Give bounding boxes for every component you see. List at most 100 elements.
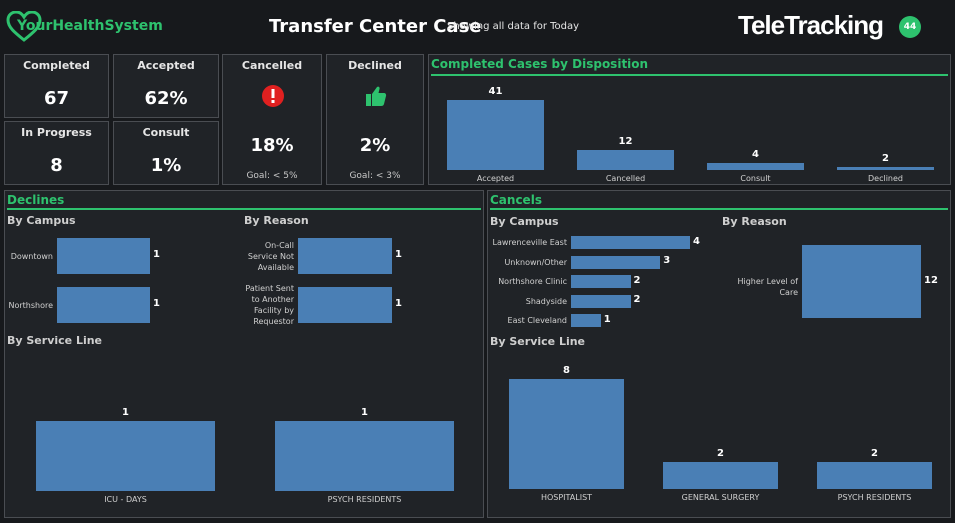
data-label: 2 bbox=[633, 294, 641, 306]
data-label: 1 bbox=[153, 249, 160, 260]
chart-bar[interactable] bbox=[275, 421, 454, 491]
data-label: 1 bbox=[122, 407, 129, 418]
data-label: 1 bbox=[395, 249, 402, 260]
chart-bar[interactable] bbox=[571, 236, 690, 249]
disposition-divider bbox=[431, 74, 948, 76]
kpi-label: Completed bbox=[23, 59, 90, 72]
chart-bar[interactable] bbox=[802, 245, 921, 318]
data-label: 2 bbox=[882, 152, 889, 164]
category-label: Downtown bbox=[3, 251, 53, 262]
chart-bar[interactable] bbox=[571, 314, 601, 328]
category-label-line: to Another bbox=[251, 295, 294, 304]
category-label: PSYCH RESIDENTS bbox=[837, 493, 912, 502]
chart-bar[interactable] bbox=[571, 294, 631, 308]
chart-bar[interactable] bbox=[837, 166, 934, 170]
kpi-value: 67 bbox=[43, 88, 70, 109]
chart-bar[interactable] bbox=[571, 275, 631, 289]
cancels-reason-title: By Reason bbox=[722, 215, 787, 228]
kpi-completed[interactable]: Completed 67 bbox=[4, 54, 109, 118]
category-label: Declined bbox=[868, 174, 903, 183]
kpi-label: Cancelled bbox=[241, 59, 303, 72]
declines-panel: Declines By Campus By Reason By Service … bbox=[4, 190, 484, 518]
category-label-line: Lawrenceville East bbox=[492, 238, 567, 247]
data-label: 41 bbox=[488, 86, 503, 97]
chart-bar[interactable] bbox=[57, 287, 150, 323]
category-label: Northshore Clinic bbox=[487, 276, 567, 287]
category-label: HOSPITALIST bbox=[540, 493, 593, 502]
chart-bar[interactable] bbox=[817, 461, 932, 489]
category-label-line: Northshore bbox=[8, 300, 53, 310]
kpi-cancelled[interactable]: Cancelled 18% Goal: < 5% bbox=[222, 54, 322, 185]
category-label: Patient Sent to Another Facility by Request… bbox=[239, 283, 294, 327]
category-label-line: Facility by bbox=[253, 306, 294, 315]
category-label: Shadyside bbox=[487, 296, 567, 307]
category-label: On-Call Service Not Available bbox=[239, 240, 294, 273]
category-label-line: Patient Sent bbox=[245, 284, 294, 293]
chart-bar[interactable] bbox=[663, 461, 778, 489]
data-label: 2 bbox=[717, 447, 724, 459]
data-label: 1 bbox=[153, 298, 160, 309]
kpi-label: In Progress bbox=[21, 126, 92, 139]
category-label-line: Service Not bbox=[247, 251, 294, 261]
cancels-service-title: By Service Line bbox=[490, 335, 586, 348]
data-label: 1 bbox=[395, 298, 402, 309]
category-label: Northshore bbox=[3, 300, 53, 311]
chart-bar[interactable] bbox=[577, 149, 674, 170]
kpi-value: 8 bbox=[50, 155, 63, 176]
cancels-title: Cancels bbox=[490, 193, 542, 207]
kpi-label: Accepted bbox=[137, 59, 195, 72]
category-label-line: Shadyside bbox=[525, 296, 567, 306]
chart-bar[interactable] bbox=[707, 163, 804, 170]
category-label: Cancelled bbox=[605, 174, 646, 183]
header-logo[interactable]: YourHealthSystem bbox=[6, 10, 163, 44]
cancels-campus-title: By Campus bbox=[490, 215, 559, 228]
kpi-goal: Goal: < 3% bbox=[349, 171, 401, 181]
page-title: Transfer Center Case bbox=[269, 16, 482, 37]
category-label: Higher Level of Care bbox=[720, 276, 798, 298]
declines-campus-title: By Campus bbox=[7, 214, 76, 227]
category-label: East Cleveland bbox=[487, 315, 567, 326]
category-label-line: Available bbox=[257, 262, 294, 272]
category-label-line: East Cleveland bbox=[507, 316, 567, 326]
cancels-panel: Cancels By Campus By Reason By Service L… bbox=[487, 190, 951, 518]
category-label-line: Northshore Clinic bbox=[498, 277, 567, 287]
declines-service-chart: 1 ICU - DAYS 1 PSYCH RESIDENTS bbox=[5, 351, 483, 517]
kpi-accepted[interactable]: Accepted 62% bbox=[113, 54, 219, 118]
data-label: 4 bbox=[752, 149, 759, 161]
category-label: ICU - DAYS bbox=[104, 495, 147, 504]
category-label-line: Downtown bbox=[10, 251, 53, 261]
kpi-label: Consult bbox=[142, 126, 190, 139]
chart-bar[interactable] bbox=[57, 238, 150, 274]
chart-bar[interactable] bbox=[298, 238, 392, 274]
declines-campus-chart: 1 Downtown 1 Northshore bbox=[5, 231, 241, 331]
category-label-line: Unknown/Other bbox=[504, 257, 567, 267]
cancels-divider bbox=[490, 208, 948, 210]
disposition-chart: 41 Accepted 12 Cancelled 4 Consult 2 Declined bbox=[429, 77, 950, 184]
category-label: Consult bbox=[740, 174, 771, 183]
chart-bar[interactable] bbox=[571, 255, 661, 269]
exclamation-icon bbox=[262, 85, 284, 107]
cancels-campus-chart: 4 Lawrenceville East 3 Unknown/Other 2 Norths… bbox=[488, 231, 722, 331]
chart-bar[interactable] bbox=[298, 287, 392, 323]
kpi-consult[interactable]: Consult 1% bbox=[113, 121, 219, 185]
data-label: 1 bbox=[361, 407, 368, 418]
kpi-goal: Goal: < 5% bbox=[246, 171, 298, 181]
disposition-panel: Completed Cases by Disposition 41 Accepte… bbox=[428, 54, 951, 185]
kpi-value: 62% bbox=[144, 88, 188, 109]
cancels-service-chart: 8 HOSPITALIST 2 GENERAL SURGERY 2 PSYCH RESID… bbox=[488, 351, 950, 517]
data-label: 8 bbox=[563, 365, 570, 376]
chart-bar[interactable] bbox=[447, 100, 544, 170]
data-label: 1 bbox=[603, 313, 611, 325]
chart-bar[interactable] bbox=[509, 379, 624, 489]
chart-bar[interactable] bbox=[36, 421, 215, 491]
logo-text: YourHealthSystem bbox=[17, 18, 163, 34]
kpi-declined[interactable]: Declined 2% Goal: < 3% bbox=[326, 54, 424, 185]
kpi-in-progress[interactable]: In Progress 8 bbox=[4, 121, 109, 185]
category-label: Accepted bbox=[476, 174, 515, 183]
kpi-label: Declined bbox=[348, 59, 402, 72]
data-label: 2 bbox=[871, 447, 878, 459]
badge-icon[interactable]: 44 bbox=[899, 16, 921, 38]
heart-logo-icon bbox=[6, 11, 42, 42]
brand-logo: TeleTracking bbox=[738, 10, 884, 40]
category-label-line: Requestor bbox=[253, 317, 294, 326]
